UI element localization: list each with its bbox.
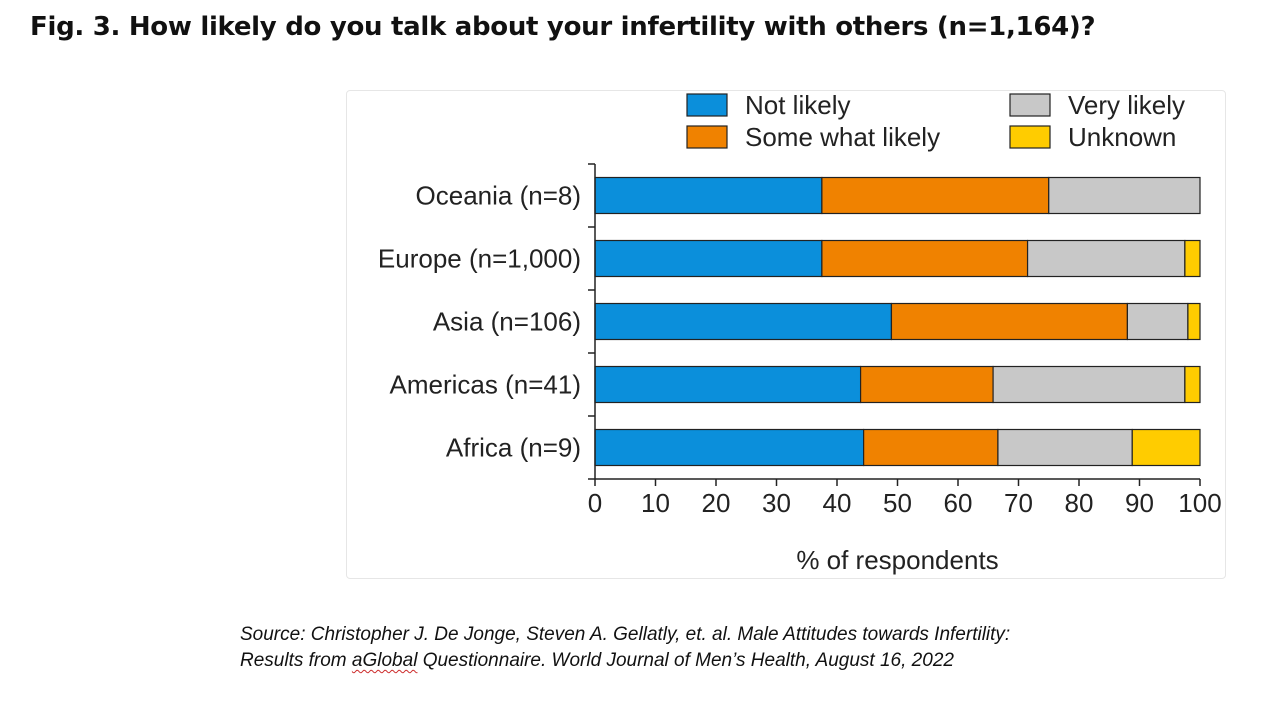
legend-swatch-some-what-likely [686,125,728,149]
misspelled-word: aGlobal [351,650,418,671]
x-tick-label: 60 [944,488,973,518]
bar-europe-n-1-000-some-what-likely [821,239,1029,278]
legend-swatch-unknown [1009,125,1051,149]
x-axis-title: % of respondents [796,545,998,575]
legend-swatch-not-likely [686,93,728,117]
x-tick-label: 100 [1178,488,1221,518]
x-tick-label: 70 [1004,488,1033,518]
source-line-1: Source: Christopher J. De Jonge, Steven … [240,624,1011,645]
y-tick-label: Asia (n=106) [433,307,581,337]
x-tick-label: 80 [1065,488,1094,518]
y-tick-label: Africa (n=9) [446,433,581,463]
legend-swatch-very-likely [1009,93,1051,117]
legend-label: Very likely [1068,91,1185,120]
source-line-2-end: Questionnaire. World Journal of Men’s He… [417,650,954,671]
x-tick-label: 10 [641,488,670,518]
figure-title: Fig. 3. How likely do you talk about you… [30,12,1096,42]
x-tick-label: 20 [702,488,731,518]
chart-panel: Oceania (n=8) Europe (n=1,000) Asia (n=106… [346,90,1226,579]
x-tick-label: 40 [823,488,852,518]
bar-oceania-n-8-some-what-likely [821,176,1050,215]
bar-asia-n-106-not-likely [594,302,893,341]
stacked-bar-chart: Oceania (n=8) Europe (n=1,000) Asia (n=106… [378,91,1222,575]
bar-americas-n-41-unknown [1184,365,1201,404]
y-tick-label: Europe (n=1,000) [378,244,581,274]
bar-oceania-n-8-very-likely [1048,176,1201,215]
x-tick-label: 0 [588,488,602,518]
legend-label: Not likely [745,91,850,120]
bar-americas-n-41-not-likely [594,365,862,404]
x-tick-label: 50 [883,488,912,518]
bar-europe-n-1-000-not-likely [594,239,823,278]
source-line-2-start: Results from [240,650,352,671]
source-citation: Source: Christopher J. De Jonge, Steven … [240,622,1010,674]
legend-label: Some what likely [745,122,940,152]
bar-asia-n-106-unknown [1187,302,1201,341]
y-tick-label: Oceania (n=8) [416,181,581,211]
bar-asia-n-106-very-likely [1126,302,1189,341]
bar-americas-n-41-some-what-likely [859,365,994,404]
x-tick-label: 30 [762,488,791,518]
bar-africa-n-9-unknown [1131,428,1201,467]
x-tick-label: 90 [1125,488,1154,518]
bar-oceania-n-8-not-likely [594,176,823,215]
bar-americas-n-41-very-likely [992,365,1186,404]
bar-africa-n-9-not-likely [594,428,865,467]
bar-asia-n-106-some-what-likely [890,302,1129,341]
bar-africa-n-9-some-what-likely [863,428,999,467]
bar-europe-n-1-000-very-likely [1026,239,1186,278]
y-tick-label: Americas (n=41) [390,370,581,400]
bar-europe-n-1-000-unknown [1184,239,1201,278]
source-line-2: Results from aGlobal Questionnaire. Worl… [240,648,1010,674]
legend-label: Unknown [1068,122,1176,152]
bar-africa-n-9-very-likely [997,428,1133,467]
